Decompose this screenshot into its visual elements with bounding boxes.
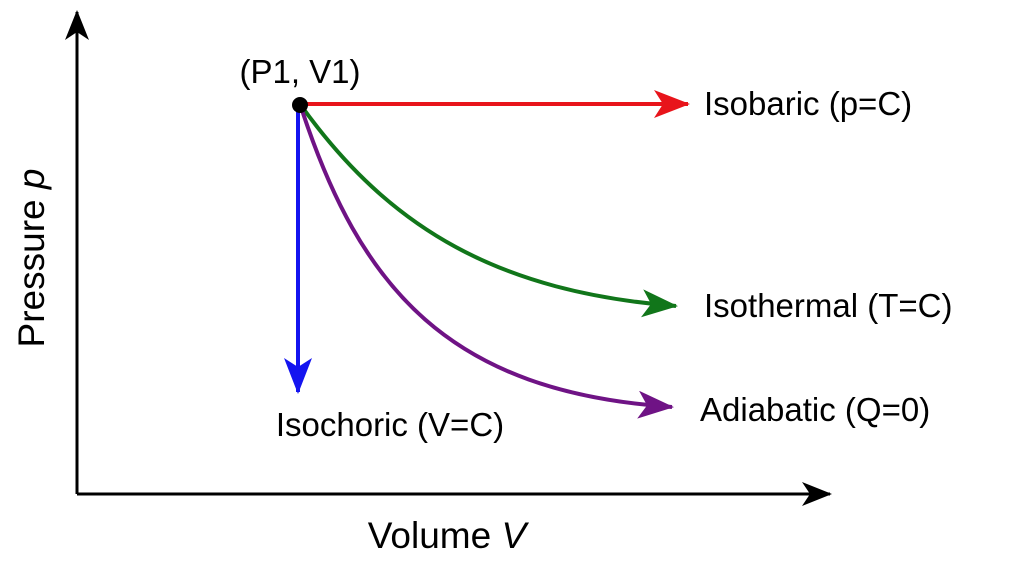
isochoric-label: Isochoric (V=C) xyxy=(276,406,504,443)
start-point xyxy=(292,97,308,113)
y-axis-label: Pressure p xyxy=(11,169,52,348)
isothermal-label: Isothermal (T=C) xyxy=(704,287,952,324)
adiabatic-label: Adiabatic (Q=0) xyxy=(700,391,930,428)
isothermal-curve xyxy=(298,102,678,318)
isobaric-label: Isobaric (p=C) xyxy=(704,85,912,122)
adiabatic-curve xyxy=(298,103,674,419)
start-point-label: (P1, V1) xyxy=(239,53,360,90)
x-axis-label: Volume V xyxy=(368,515,530,556)
